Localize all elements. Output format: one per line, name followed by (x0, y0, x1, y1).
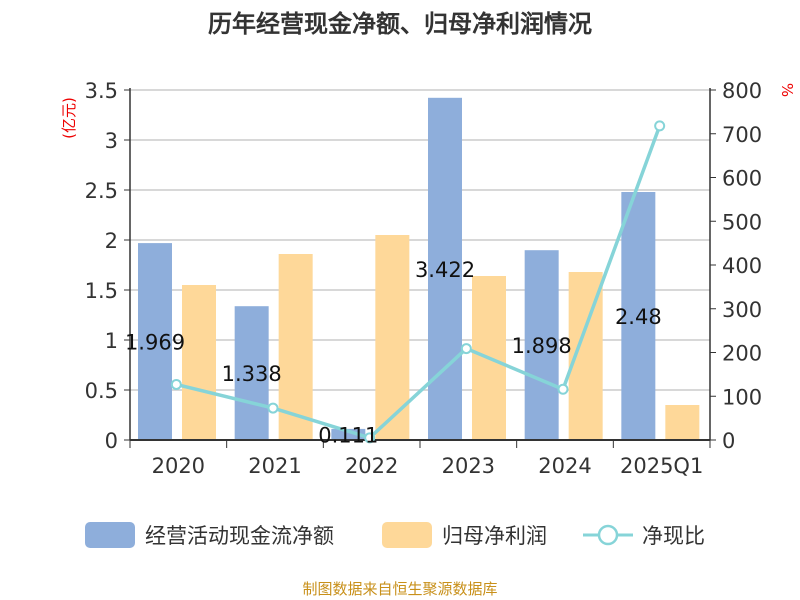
ratio-point (364, 432, 376, 444)
source-note: 制图数据来自恒生聚源数据库 (302, 580, 497, 598)
legend-label-ratio: 净现比 (642, 524, 705, 548)
ratio-point (654, 120, 666, 132)
bar-cash-flow (234, 306, 269, 440)
legend-label-cash-flow: 经营活动现金流净额 (145, 524, 334, 548)
ratio-point (557, 383, 569, 395)
right-tick-label: 700 (722, 123, 762, 147)
bar-net-profit (278, 254, 313, 440)
left-tick-label: 1.5 (85, 279, 118, 303)
bar-data-label: 1.898 (512, 334, 572, 358)
bar-data-label: 0.111 (318, 423, 378, 447)
bar-cash-flow (428, 97, 462, 441)
ratio-point (460, 343, 472, 355)
bar-net-profit (375, 235, 410, 440)
bar-cash-flow (524, 250, 559, 440)
bar-data-label: 3.422 (415, 258, 475, 282)
chart-title: 历年经营现金净额、归母净利润情况 (208, 10, 592, 38)
ratio-point (267, 402, 279, 414)
right-tick-label: 300 (722, 298, 762, 322)
right-tick-label: 600 (722, 167, 762, 191)
bar-net-profit (182, 285, 216, 440)
right-axis-unit: % (778, 83, 796, 97)
bar-net-profit (665, 405, 700, 440)
x-tick-label: 2025Q1 (620, 454, 703, 478)
legend-swatch-net-profit (382, 522, 432, 548)
left-tick-label: 3 (105, 129, 118, 153)
left-tick-label: 0 (105, 429, 118, 453)
ratio-line (175, 125, 662, 440)
right-tick-label: 100 (722, 385, 762, 409)
bar-data-label: 1.338 (222, 362, 282, 386)
right-tick-label: 200 (722, 342, 762, 366)
right-tick-label: 800 (722, 79, 762, 103)
x-tick-label: 2022 (345, 454, 398, 478)
legend-icon-ratio (597, 524, 619, 546)
ratio-point (170, 378, 182, 390)
right-tick-label: 0 (722, 429, 735, 453)
left-axis-unit: (亿元) (60, 97, 78, 139)
bar-cash-flow (621, 192, 656, 440)
legend-swatch-cash-flow (85, 522, 135, 548)
left-tick-label: 1 (105, 329, 118, 353)
left-tick-label: 2.5 (85, 179, 118, 203)
legend-label-net-profit: 归母净利润 (442, 524, 547, 548)
bar-data-label: 2.48 (615, 305, 662, 329)
bar-data-label: 1.969 (125, 331, 185, 355)
left-tick-label: 0.5 (85, 379, 118, 403)
bar-cash-flow (331, 428, 366, 440)
x-tick-label: 2024 (538, 454, 591, 478)
x-tick-label: 2021 (248, 454, 301, 478)
bar-cash-flow (138, 243, 172, 440)
right-tick-label: 400 (722, 254, 762, 278)
left-tick-label: 2 (105, 229, 118, 253)
left-tick-label: 3.5 (85, 79, 118, 103)
right-tick-label: 500 (722, 210, 762, 234)
x-tick-label: 2023 (442, 454, 495, 478)
x-tick-label: 2020 (152, 454, 205, 478)
